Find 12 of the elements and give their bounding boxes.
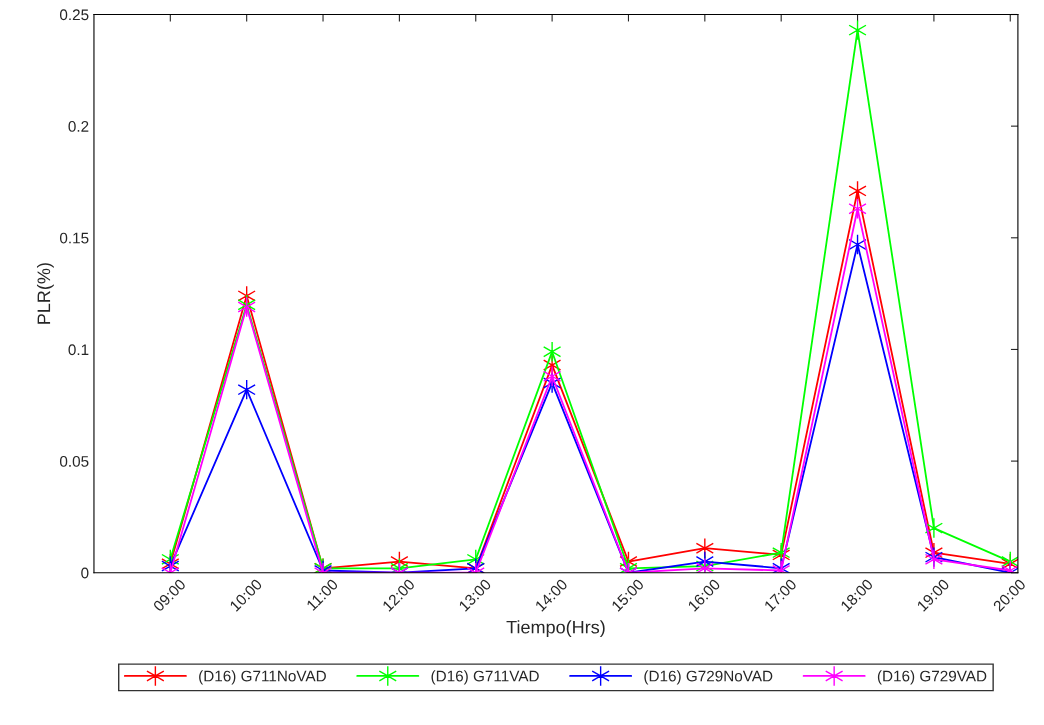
legend-label: (D16) G729VAD [877, 670, 987, 685]
legend-label: (D16) G729NoVAD [644, 670, 773, 685]
y-tick-label: 0.2 [68, 121, 89, 132]
y-axis-title: PLR(%) [36, 263, 54, 324]
y-tick-label: 0 [81, 567, 89, 579]
y-tick-label: 0.25 [59, 9, 89, 21]
y-tick-label: 0.15 [59, 232, 89, 244]
y-tick-label: 0.1 [68, 344, 89, 356]
legend-label: (D16) G711NoVAD [199, 670, 326, 685]
x-axis-title: Tiempo(Hrs) [506, 620, 605, 638]
legend-label: (D16) G711VAD [431, 670, 539, 685]
y-tick-label: 0.05 [59, 455, 89, 467]
